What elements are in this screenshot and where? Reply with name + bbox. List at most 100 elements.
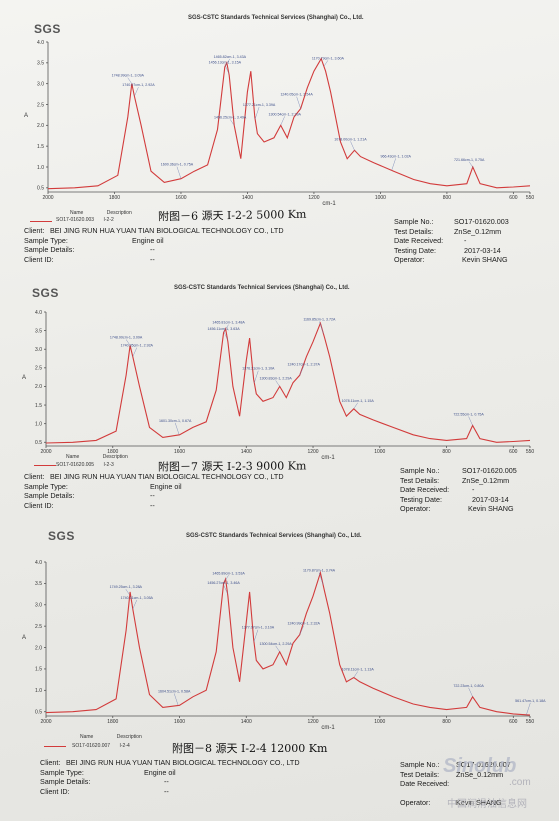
x-tick-label: 2000 <box>42 195 53 201</box>
y-tick-label: 0.5 <box>37 186 44 192</box>
peak-label: 1078.11cm-1, 1.15A <box>342 399 375 403</box>
peak-label: 1169.85cm-1, 3.72A <box>303 317 336 321</box>
peak-label: 1740.35cm-1, 2.92A <box>121 344 154 348</box>
client-id-label: Client ID: <box>40 786 70 796</box>
operator-value: Kevin SHANG <box>456 798 502 807</box>
watermark-site-name: 中国润滑油信息网 <box>447 799 527 810</box>
y-tick-label: 4.0 <box>35 560 42 566</box>
client-value: BEI JING RUN HUA YUAN TIAN BIOLOGICAL TE… <box>50 226 284 235</box>
x-tick-label: 600 <box>509 449 518 455</box>
x-axis-title: cm-1 <box>321 455 335 461</box>
peak-leader <box>468 416 473 426</box>
test-details-value: ZnSe_0.12mm <box>454 226 502 236</box>
watermark-logo: Sinolub <box>443 755 517 777</box>
peak-label: 721.66cm-1, 0.75A <box>454 158 485 162</box>
spectrum-line <box>45 321 531 444</box>
peak-label: 1170.79cm-1, 3.60A <box>312 56 345 60</box>
peak-label: 1465.82cm-1, 3.43A <box>214 55 247 59</box>
x-tick-label: 600 <box>509 195 518 201</box>
sample-no-value: SO17-01620.007 <box>456 760 511 769</box>
client-value: BEI JING RUN HUA YUAN TIAN BIOLOGICAL TE… <box>50 472 284 481</box>
watermark-domain: .com <box>509 777 531 788</box>
ftir-report-1: SGS SGS-CSTC Standards Technical Service… <box>0 0 559 280</box>
site-watermark: Sinolub .com 中国润滑油信息网 <box>403 755 553 815</box>
peak-leader <box>253 629 259 642</box>
peak-label: 1740.31cm-1, 3.05A <box>121 596 154 600</box>
x-tick-label: 1000 <box>374 449 385 455</box>
peak-label: 722.55cm-1, 0.75A <box>453 413 484 417</box>
peak-label: 722.23cm-1, 0.80A <box>453 684 484 688</box>
peak-label: 1078.00cm-1, 1.21A <box>334 137 367 141</box>
x-tick-label: 800 <box>442 719 451 725</box>
client-label: Client: <box>24 226 45 235</box>
y-tick-label: 1.5 <box>35 667 42 673</box>
y-tick-label: 2.0 <box>37 123 44 129</box>
y-tick-label: 3.0 <box>37 81 44 87</box>
client-id-label: Client ID: <box>24 254 54 264</box>
sample-details-value: -- <box>150 245 155 254</box>
sample-no-label: Sample No.: <box>400 760 440 769</box>
peak-label: 1240.99cm-1, 2.32A <box>287 622 320 626</box>
y-tick-label: 3.0 <box>35 347 42 353</box>
y-tick-label: 2.5 <box>37 102 44 108</box>
sample-details-value: -- <box>164 777 169 786</box>
testing-date-label: Testing Date: <box>400 494 442 504</box>
peak-leader <box>318 572 324 585</box>
y-tick-label: 2.0 <box>35 645 42 651</box>
legend-sample-name: SO17-01620.007 <box>72 743 111 749</box>
y-tick-label: 4.0 <box>35 310 42 316</box>
report-title: SGS-CSTC Standards Technical Services (S… <box>174 285 350 291</box>
sample-no-label: Sample No.: <box>394 217 434 226</box>
peak-label: 1600.36cm-1, 0.75A <box>161 163 194 167</box>
peak-leader <box>468 687 473 697</box>
y-tick-label: 3.5 <box>37 61 44 67</box>
peak-label: 1740.07cm-1, 2.92A <box>122 83 155 87</box>
peak-leader <box>224 64 230 74</box>
y-tick-label: 1.5 <box>35 403 42 409</box>
sample-details-value: -- <box>150 491 155 500</box>
sample-no-value: SO17-01620.005 <box>462 466 517 475</box>
peak-leader <box>350 141 355 151</box>
x-tick-label: 1400 <box>241 719 252 725</box>
legend-sample-name: SO17-01620.005 <box>56 462 95 468</box>
sample-type-value: Engine oil <box>144 767 176 777</box>
peak-leader <box>223 584 228 594</box>
x-tick-label: 800 <box>442 449 451 455</box>
peak-leader <box>468 161 474 168</box>
handwritten-note: 附图－6 源天 I-2-2 5000 Km <box>157 207 307 224</box>
x-tick-label: 600 <box>509 719 518 725</box>
legend-header: Name Description <box>66 454 128 460</box>
peak-label: 1300.54cm-1, 2.29A <box>259 642 292 646</box>
x-tick-label: 1400 <box>242 195 253 201</box>
legend-desc-header: Description <box>116 734 142 740</box>
peak-leader <box>254 370 259 383</box>
date-received-value: - <box>464 236 467 245</box>
peak-label: 1456.27cm-1, 3.46A <box>207 581 240 585</box>
sample-details-label: Sample Details: <box>40 777 91 786</box>
peak-leader <box>224 324 229 331</box>
client-id-label: Client ID: <box>24 500 54 510</box>
peak-label: 1377.07cm-1, 3.10A <box>242 626 275 630</box>
peak-label: 1170.87cm-1, 3.74A <box>303 569 336 573</box>
testing-date-label: Testing Date: <box>394 245 436 255</box>
legend-swatch <box>30 221 52 222</box>
operator-value: Kevin SHANG <box>462 255 508 264</box>
x-tick-label: 1600 <box>175 195 186 201</box>
y-axis-title: A <box>22 375 26 381</box>
x-tick-label: 1400 <box>241 449 252 455</box>
peak-leader <box>526 702 531 715</box>
date-received-value: - <box>472 485 475 494</box>
y-tick-label: 0.5 <box>35 710 42 716</box>
peak-leader <box>127 77 132 84</box>
peak-label: 1240.05cm-1, 2.54A <box>280 93 313 97</box>
legend-entry: SO17-01620.005 I-2-3 <box>56 462 114 468</box>
peak-label: 1749.25cm-1, 3.28A <box>110 585 143 589</box>
testing-date-value: 2017-03-14 <box>464 245 501 255</box>
sample-type-label: Sample Type: <box>40 767 84 777</box>
operator-label: Operator: <box>394 255 425 264</box>
x-tick-label: 1800 <box>107 449 118 455</box>
peak-leader <box>132 347 137 357</box>
legend-header: Name Description <box>70 210 132 216</box>
legend-header: Name Description <box>80 734 142 740</box>
ir-spectrum-chart-1: 2000 1800 1600 1400 1200 1000 800 600 550 4.0 3.5 3… <box>24 40 534 207</box>
